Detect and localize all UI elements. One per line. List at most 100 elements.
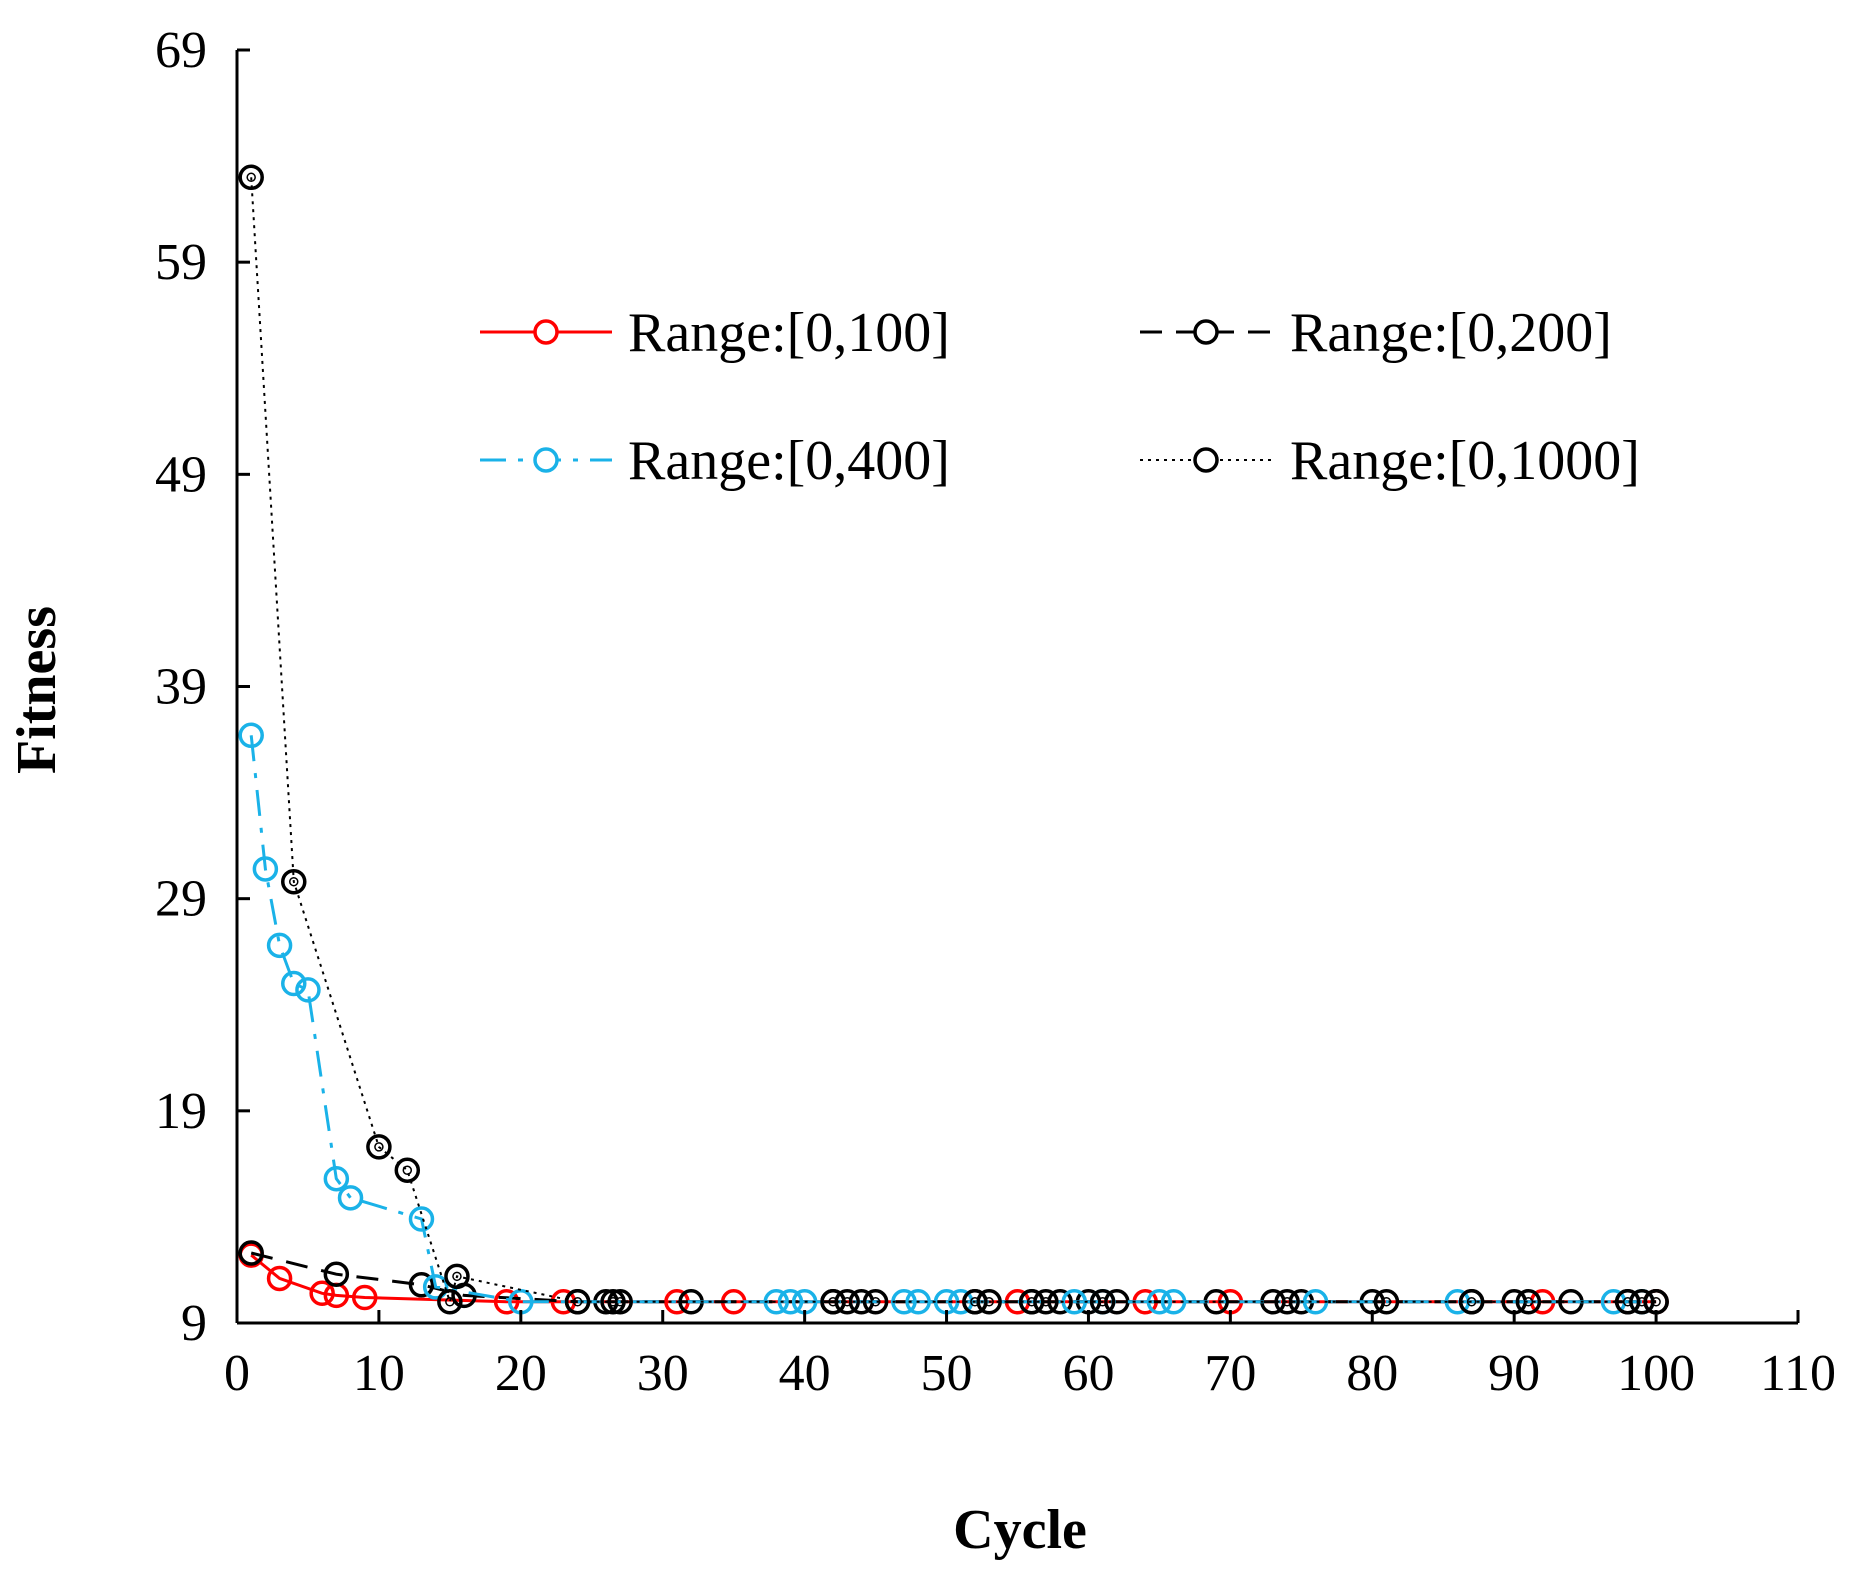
y-tick-label: 29 <box>155 871 207 928</box>
data-point <box>976 1289 1002 1315</box>
data-point <box>323 1165 350 1192</box>
data-point <box>1373 1289 1400 1315</box>
data-point-dot <box>289 876 299 887</box>
series-layer <box>238 164 1669 1315</box>
legend-label: Range:[0,100] <box>628 302 950 364</box>
axes <box>235 50 1798 1325</box>
y-axis-title: Fitness <box>6 606 68 774</box>
y-tick-label: 9 <box>181 1295 207 1352</box>
data-point-dot <box>402 1165 413 1175</box>
data-point <box>238 1240 264 1266</box>
data-point <box>1160 1289 1187 1315</box>
y-tick-label: 49 <box>155 446 207 503</box>
data-point <box>820 1289 846 1315</box>
data-point <box>1600 1289 1627 1315</box>
legend-entry-1: Range:[0,100] <box>480 302 950 364</box>
data-point <box>394 1157 421 1183</box>
data-point <box>238 722 264 749</box>
data-point <box>1104 1289 1130 1315</box>
data-point <box>607 1289 633 1315</box>
x-tick-label: 50 <box>921 1345 973 1402</box>
x-tick-label: 110 <box>1760 1345 1836 1402</box>
data-point-dot <box>1466 1297 1477 1307</box>
data-point-dot <box>374 1142 384 1152</box>
data-point-dot <box>615 1297 625 1307</box>
data-point <box>1018 1289 1045 1315</box>
data-point-dot <box>452 1271 462 1282</box>
data-point <box>238 164 264 191</box>
data-point <box>366 1134 392 1160</box>
x-tick-label: 60 <box>1062 1345 1114 1402</box>
series-3 <box>238 722 1655 1315</box>
legend: Range:[0,100] Range:[0,200] Range:[0,400] R… <box>480 302 1640 492</box>
data-point <box>493 1289 520 1315</box>
data-point-dot <box>984 1297 994 1307</box>
series-line <box>250 177 1657 1306</box>
legend-marker <box>533 319 559 345</box>
legend-entry-3: Range:[0,400] <box>480 430 950 492</box>
x-tick-label: 0 <box>224 1345 250 1402</box>
data-point <box>408 1206 435 1232</box>
data-point-dot <box>1097 1297 1108 1307</box>
data-point-dot <box>870 1297 881 1307</box>
legend-marker <box>533 447 559 473</box>
data-point <box>444 1263 470 1290</box>
legend-label: Range:[0,200] <box>1290 302 1612 364</box>
x-tick-label: 40 <box>779 1345 831 1402</box>
data-point <box>437 1289 463 1315</box>
legend-entry-4: Range:[0,1000] <box>1140 430 1640 492</box>
legend-entry-2: Range:[0,200] <box>1140 302 1612 364</box>
data-point-dot <box>246 172 256 183</box>
x-tick-label: 90 <box>1488 1345 1540 1402</box>
data-point <box>281 970 307 997</box>
x-tick-label: 30 <box>637 1345 689 1402</box>
data-point <box>834 1289 860 1315</box>
data-point <box>309 1280 335 1307</box>
data-point-dot <box>445 1297 455 1307</box>
series-line <box>249 735 1642 1304</box>
x-tick-label: 70 <box>1204 1345 1256 1402</box>
data-point-dot <box>1523 1297 1534 1307</box>
data-point <box>962 1289 988 1315</box>
data-point-dot <box>1381 1297 1392 1307</box>
data-point-dot <box>1282 1297 1292 1307</box>
data-point-dot <box>572 1297 583 1307</box>
data-point <box>323 1261 350 1287</box>
data-point <box>281 868 307 895</box>
data-point <box>862 1289 889 1315</box>
x-tick-label: 20 <box>495 1345 547 1402</box>
data-point-dot <box>1041 1297 1051 1307</box>
x-tick-label: 100 <box>1617 1345 1695 1402</box>
data-point <box>422 1274 449 1300</box>
legend-label: Range:[0,1000] <box>1290 430 1640 492</box>
data-point <box>777 1289 804 1315</box>
data-point <box>1629 1289 1655 1315</box>
data-point <box>295 977 321 1003</box>
data-point <box>1274 1289 1300 1315</box>
y-tick-label: 69 <box>155 22 207 79</box>
x-axis-title: Cycle <box>953 1499 1087 1561</box>
data-point-dot <box>1651 1297 1661 1307</box>
data-point <box>1458 1289 1485 1315</box>
x-tick-label: 10 <box>353 1345 405 1402</box>
data-point <box>1614 1289 1641 1315</box>
y-tick-label: 39 <box>155 659 207 716</box>
data-point <box>1089 1289 1116 1315</box>
data-point <box>266 932 293 959</box>
x-tick-label: 80 <box>1346 1345 1398 1402</box>
data-point <box>252 856 279 882</box>
data-point <box>564 1289 591 1315</box>
data-point <box>1146 1289 1173 1315</box>
data-point <box>408 1272 435 1298</box>
legend-marker <box>1193 319 1219 345</box>
data-point-dot <box>842 1297 852 1307</box>
series-4 <box>238 164 1669 1315</box>
legend-label: Range:[0,400] <box>628 430 950 492</box>
data-point <box>266 1265 293 1292</box>
data-point <box>337 1185 364 1211</box>
ticks: 9 19 29 39 49 59 69 0 10 20 30 40 50 60 70 80 90 100 110 <box>155 22 1836 1402</box>
data-point <box>905 1289 931 1315</box>
data-point <box>351 1284 378 1311</box>
data-point <box>1515 1289 1542 1315</box>
